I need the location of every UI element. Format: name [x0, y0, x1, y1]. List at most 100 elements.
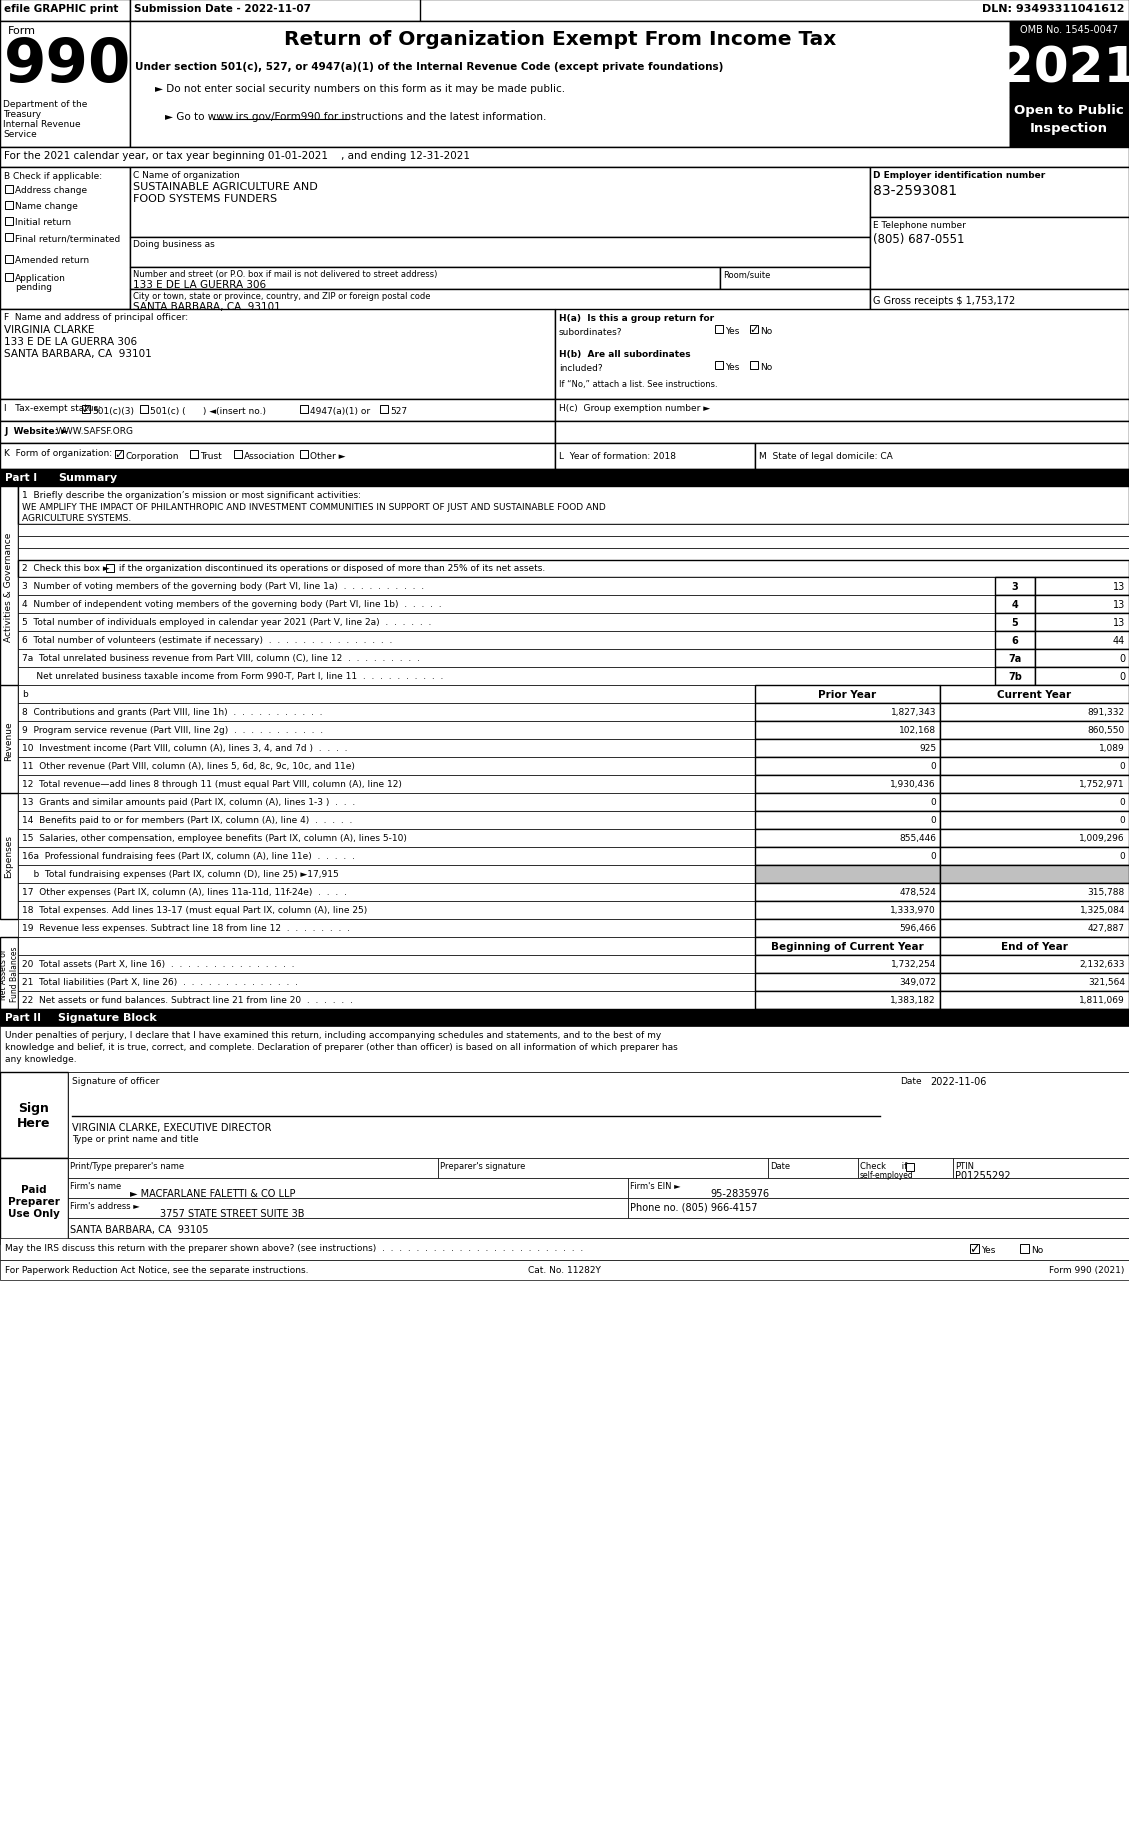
Bar: [0, 1027, 1129, 1072]
Bar: [18, 613, 995, 631]
Text: 17  Other expenses (Part IX, column (A), lines 11a-11d, 11f-24e)  .  .  .  .: 17 Other expenses (Part IX, column (A), …: [21, 888, 347, 897]
Bar: [0, 0, 130, 22]
Text: ✓: ✓: [81, 404, 90, 415]
Text: 1,089: 1,089: [1100, 743, 1124, 752]
Text: b: b: [21, 690, 28, 699]
Text: Cat. No. 11282Y: Cat. No. 11282Y: [527, 1265, 601, 1274]
Bar: [380, 406, 388, 414]
Text: H(b)  Are all subordinates: H(b) Are all subordinates: [559, 350, 691, 359]
Text: SANTA BARBARA, CA  93101: SANTA BARBARA, CA 93101: [5, 350, 151, 359]
Bar: [940, 811, 1129, 829]
Text: VIRGINIA CLARKE, EXECUTIVE DIRECTOR: VIRGINIA CLARKE, EXECUTIVE DIRECTOR: [72, 1122, 271, 1133]
Bar: [18, 560, 1129, 578]
Bar: [1035, 650, 1129, 668]
Text: 349,072: 349,072: [899, 977, 936, 986]
Text: Part II: Part II: [5, 1012, 41, 1023]
Bar: [234, 450, 242, 459]
Text: 0: 0: [1119, 816, 1124, 825]
Text: Phone no. (805) 966-4157: Phone no. (805) 966-4157: [630, 1200, 758, 1211]
Bar: [628, 1179, 1129, 1199]
Text: 19  Revenue less expenses. Subtract line 18 from line 12  .  .  .  .  .  .  .  .: 19 Revenue less expenses. Subtract line …: [21, 924, 350, 933]
Text: Internal Revenue: Internal Revenue: [3, 121, 80, 128]
Text: D Employer identification number: D Employer identification number: [873, 170, 1045, 179]
Bar: [115, 450, 123, 459]
Text: Net unrelated business taxable income from Form 990-T, Part I, line 11  .  .  . : Net unrelated business taxable income fr…: [21, 672, 444, 681]
Text: Net Assets or
Fund Balances: Net Assets or Fund Balances: [0, 946, 19, 1001]
Text: 1,930,436: 1,930,436: [891, 780, 936, 789]
Text: Yes: Yes: [725, 362, 739, 371]
Text: Part I: Part I: [5, 472, 37, 483]
Text: I   Tax-exempt status:: I Tax-exempt status:: [5, 404, 102, 414]
Text: 0: 0: [1119, 672, 1124, 681]
Bar: [300, 406, 308, 414]
Text: Firm's address ►: Firm's address ►: [70, 1200, 140, 1210]
Text: 990: 990: [5, 37, 131, 95]
Text: Department of the: Department of the: [3, 101, 87, 110]
Text: 4947(a)(1) or: 4947(a)(1) or: [310, 406, 370, 415]
Text: Treasury: Treasury: [3, 110, 41, 119]
Bar: [18, 703, 755, 721]
Text: 102,168: 102,168: [899, 727, 936, 734]
Bar: [940, 937, 1129, 955]
Bar: [18, 597, 995, 613]
Text: For Paperwork Reduction Act Notice, see the separate instructions.: For Paperwork Reduction Act Notice, see …: [5, 1265, 308, 1274]
Text: 4: 4: [1012, 600, 1018, 609]
Text: 2  Check this box ►: 2 Check this box ►: [21, 564, 110, 573]
Text: 83-2593081: 83-2593081: [873, 183, 957, 198]
Text: 501(c)(3): 501(c)(3): [91, 406, 134, 415]
Bar: [140, 406, 148, 414]
Text: 1,811,069: 1,811,069: [1079, 996, 1124, 1005]
Text: Under section 501(c), 527, or 4947(a)(1) of the Internal Revenue Code (except pr: Under section 501(c), 527, or 4947(a)(1)…: [135, 62, 724, 71]
Bar: [1010, 99, 1129, 148]
Text: Firm's name: Firm's name: [70, 1182, 121, 1190]
Bar: [940, 974, 1129, 992]
Text: Revenue: Revenue: [5, 721, 14, 761]
Bar: [1035, 597, 1129, 613]
Bar: [18, 578, 995, 597]
Bar: [190, 450, 198, 459]
Bar: [18, 668, 995, 686]
Bar: [755, 937, 940, 955]
Text: 1,732,254: 1,732,254: [891, 959, 936, 968]
Text: 0: 0: [1119, 761, 1124, 770]
Text: ✓: ✓: [970, 1243, 980, 1255]
Text: 1,009,296: 1,009,296: [1079, 833, 1124, 842]
Bar: [940, 703, 1129, 721]
Bar: [970, 1244, 979, 1254]
Text: ► Go to www.irs.gov/Form990 for instructions and the latest information.: ► Go to www.irs.gov/Form990 for instruct…: [165, 112, 546, 123]
Text: 0: 0: [930, 761, 936, 770]
Text: 13: 13: [1113, 582, 1124, 591]
Text: Current Year: Current Year: [997, 690, 1071, 699]
Bar: [995, 597, 1035, 613]
Bar: [18, 776, 755, 794]
Text: End of Year: End of Year: [1001, 941, 1068, 952]
Bar: [18, 955, 755, 974]
Text: 0: 0: [930, 816, 936, 825]
Bar: [68, 1158, 438, 1179]
Bar: [0, 794, 18, 919]
Text: 22  Net assets or fund balances. Subtract line 21 from line 20  .  .  .  .  .  .: 22 Net assets or fund balances. Subtract…: [21, 996, 353, 1005]
Text: Signature Block: Signature Block: [58, 1012, 157, 1023]
Text: 2022-11-06: 2022-11-06: [930, 1076, 987, 1087]
Text: 7a  Total unrelated business revenue from Part VIII, column (C), line 12  .  .  : 7a Total unrelated business revenue from…: [21, 653, 420, 662]
Bar: [5, 201, 14, 210]
Bar: [68, 1219, 1129, 1239]
Text: 95-2835976: 95-2835976: [710, 1188, 769, 1199]
Text: ✓: ✓: [114, 450, 124, 459]
Text: 1,333,970: 1,333,970: [891, 906, 936, 915]
Bar: [130, 0, 420, 22]
Text: 321,564: 321,564: [1088, 977, 1124, 986]
Bar: [0, 309, 555, 399]
Text: subordinates?: subordinates?: [559, 328, 622, 337]
Bar: [755, 866, 940, 884]
Bar: [18, 829, 755, 847]
Bar: [0, 1239, 1129, 1261]
Text: Form 990 (2021): Form 990 (2021): [1049, 1265, 1124, 1274]
Text: 3757 STATE STREET SUITE 3B: 3757 STATE STREET SUITE 3B: [160, 1208, 305, 1219]
Bar: [0, 443, 555, 470]
Bar: [870, 168, 1129, 218]
Bar: [628, 1199, 1129, 1219]
Bar: [130, 238, 870, 267]
Text: (805) 687-0551: (805) 687-0551: [873, 232, 964, 245]
Bar: [755, 794, 940, 811]
